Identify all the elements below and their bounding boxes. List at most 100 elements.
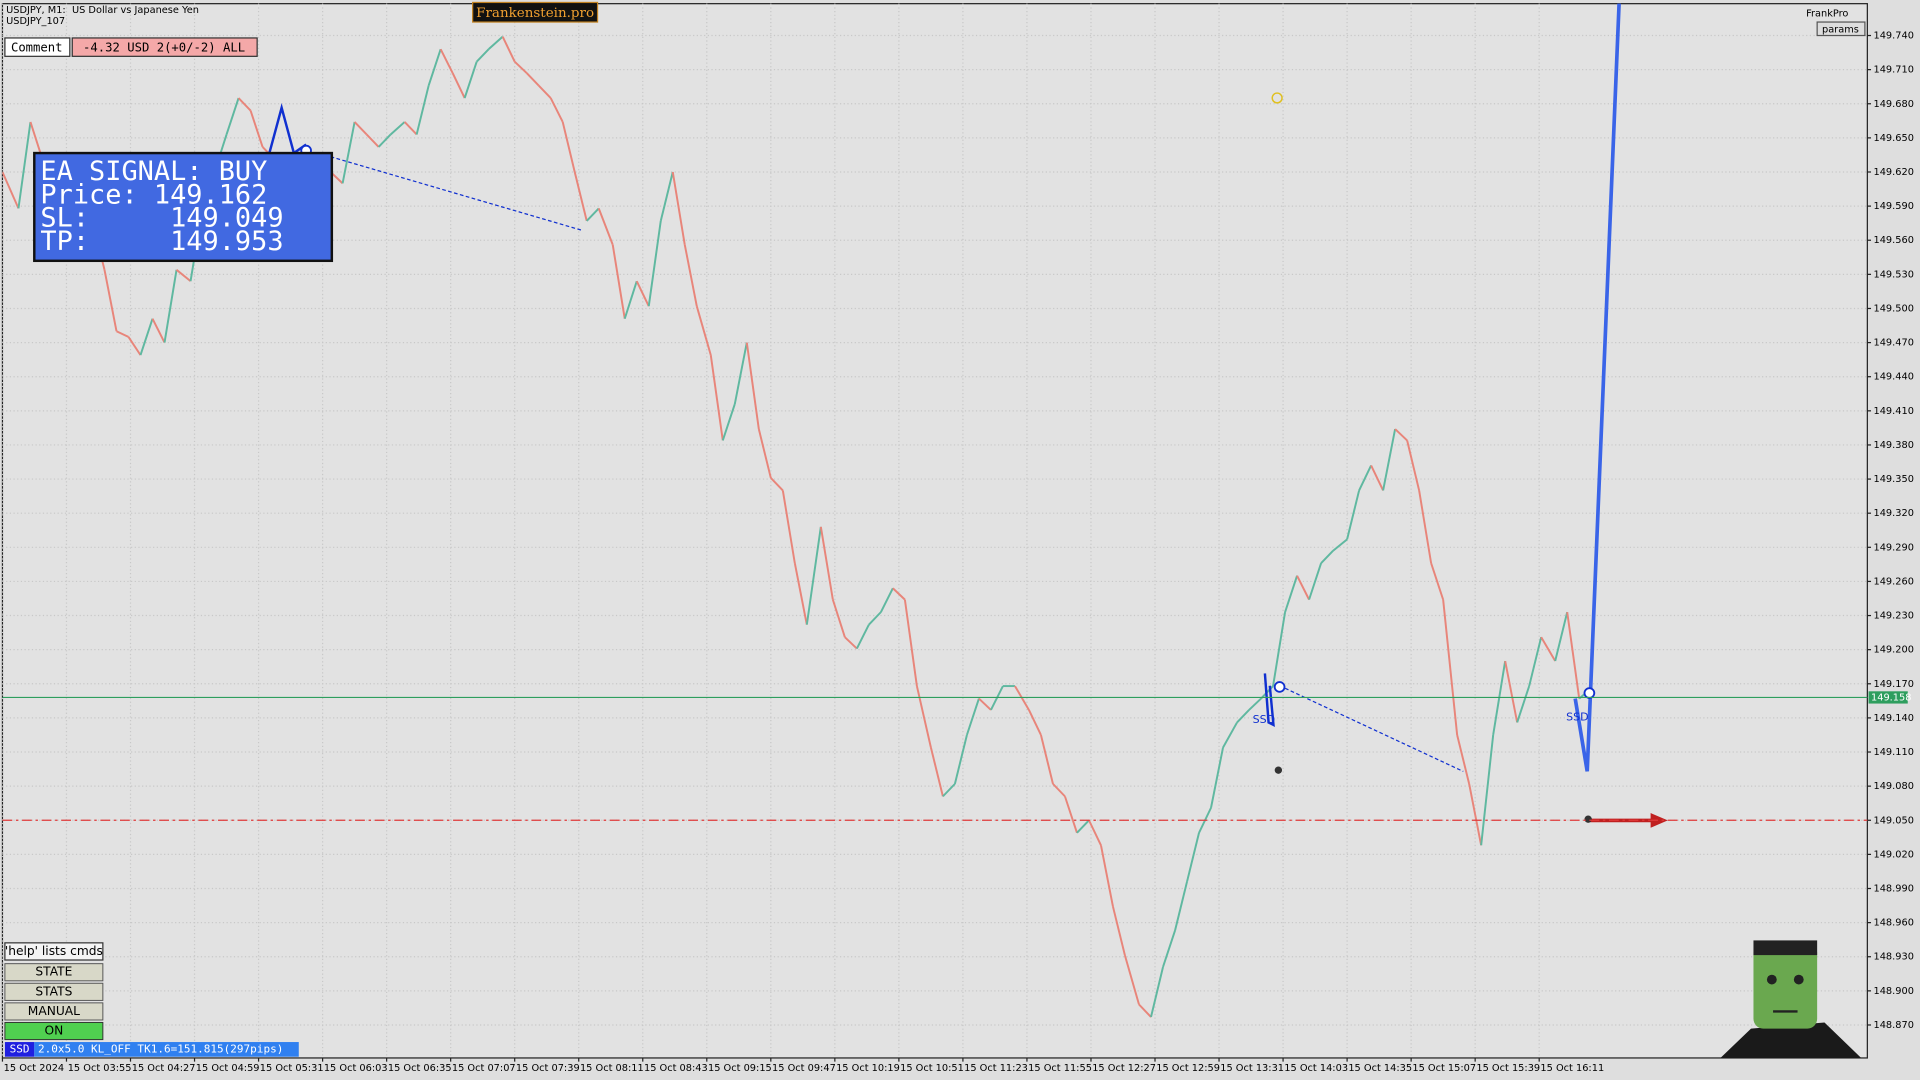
price-segment	[1430, 562, 1445, 600]
price-segment	[1358, 464, 1372, 491]
price-segment	[1100, 845, 1114, 907]
price-segment	[1516, 685, 1531, 723]
price-segment	[1320, 550, 1334, 564]
state-button[interactable]	[4, 963, 104, 982]
y-tick-label: 149.590	[1873, 201, 1913, 212]
price-segment	[1456, 734, 1471, 785]
price-segment	[1174, 881, 1188, 931]
price-segment	[1418, 490, 1433, 564]
price-segment	[488, 35, 504, 50]
price-segment	[597, 208, 614, 246]
x-tick-label: 15 Oct 10:19	[836, 1063, 900, 1074]
y-tick-label: 149.710	[1873, 65, 1913, 76]
x-tick-label: 15 Oct 07:39	[516, 1063, 580, 1074]
x-tick-label: 15 Oct 12:59	[1156, 1063, 1220, 1074]
signal-sl: SL: 149.049	[40, 203, 283, 234]
price-segment	[1468, 783, 1483, 846]
x-tick-label: 15 Oct 12:27	[1092, 1063, 1156, 1074]
x-tick-label: 15 Oct 04:59	[196, 1063, 260, 1074]
button-panel: 'help' lists cmds STATE STATS MANUAL ON …	[4, 942, 299, 1057]
price-segment	[514, 60, 528, 74]
price-segment	[237, 97, 252, 112]
price-segment	[611, 244, 626, 319]
price-segment	[427, 48, 442, 86]
price-segment	[501, 36, 516, 63]
on-label[interactable]: ON	[44, 1024, 63, 1038]
y-tick-label: 148.900	[1873, 986, 1913, 997]
x-tick-label: 15 Oct 13:31	[1220, 1063, 1284, 1074]
comment-label-box	[4, 37, 71, 57]
price-segment	[659, 171, 674, 222]
price-segment	[249, 110, 264, 148]
price-segment	[1039, 734, 1054, 785]
price-segment	[855, 624, 870, 649]
x-tick-label: 15 Oct 14:03	[1284, 1063, 1348, 1074]
price-segment	[770, 477, 784, 492]
price-segment	[175, 269, 192, 282]
price-segment	[1566, 611, 1581, 699]
help-button[interactable]	[4, 942, 104, 961]
price-segment	[475, 48, 490, 63]
price-segment	[793, 563, 808, 625]
price-segment	[403, 121, 418, 136]
stats-label[interactable]: STATS	[35, 984, 72, 998]
mascot-eye	[1766, 974, 1777, 985]
price-segment	[1150, 966, 1164, 1018]
price-segment	[525, 72, 540, 87]
y-tick-label: 149.680	[1873, 99, 1913, 110]
price-segment	[1272, 611, 1287, 687]
price-segment	[647, 220, 662, 307]
params-button[interactable]	[1816, 21, 1866, 37]
y-tick-label: 149.170	[1873, 679, 1913, 690]
x-tick-label: 15 Oct 04:27	[132, 1063, 196, 1074]
manual-label[interactable]: MANUAL	[28, 1004, 80, 1018]
price-segment	[151, 318, 166, 344]
y-tick-label: 149.500	[1873, 303, 1913, 314]
price-segment	[1064, 796, 1078, 834]
price-segment	[757, 428, 772, 479]
stats-button[interactable]	[4, 982, 104, 1001]
skull-icon	[1584, 815, 1592, 823]
help-label[interactable]: 'help' lists cmds	[5, 944, 103, 958]
price-segment	[163, 269, 178, 343]
price-segment	[868, 611, 882, 626]
price-segment	[1394, 428, 1408, 442]
x-tick-label: 15 Oct 11:55	[1028, 1063, 1092, 1074]
price-segment	[1088, 819, 1102, 846]
x-tick-label: 15 Oct 2024	[4, 1063, 64, 1074]
skull-icon	[1274, 766, 1283, 774]
price-segment	[561, 121, 576, 173]
y-tick-label: 149.650	[1873, 133, 1913, 144]
price-segment	[1076, 819, 1090, 834]
on-button[interactable]	[4, 1021, 104, 1041]
brand-box	[472, 1, 599, 23]
x-tick-label: 15 Oct 08:11	[580, 1063, 644, 1074]
state-label[interactable]: STATE	[35, 965, 72, 979]
x-tick-label: 15 Oct 14:35	[1348, 1063, 1412, 1074]
profile: FrankPro	[1806, 8, 1848, 19]
y-tick-label: 149.320	[1873, 508, 1913, 519]
price-segment	[819, 526, 834, 600]
price-segment	[635, 280, 650, 307]
price-segment	[1528, 636, 1543, 687]
params-label[interactable]: params	[1822, 24, 1859, 35]
comment-box	[71, 37, 258, 57]
price-segment	[671, 171, 686, 245]
price-segment	[1124, 955, 1140, 1005]
price-segment	[1296, 575, 1310, 601]
mascot-face	[1753, 942, 1818, 1029]
comment-label: Comment	[11, 40, 63, 54]
y-tick-label: 149.080	[1873, 781, 1913, 792]
price-segment	[683, 244, 698, 307]
x-tick-label: 15 Oct 03:55	[68, 1063, 132, 1074]
level-label: 149.158	[1871, 692, 1911, 703]
price-segment	[103, 269, 118, 332]
x-tick-label: 15 Oct 07:07	[452, 1063, 516, 1074]
price-segment	[2, 171, 20, 209]
price-segment	[953, 734, 968, 785]
manual-button[interactable]	[4, 1002, 104, 1021]
signal-panel	[33, 151, 334, 263]
x-tick-label: 15 Oct 10:51	[900, 1063, 964, 1074]
price-segment	[573, 171, 588, 222]
